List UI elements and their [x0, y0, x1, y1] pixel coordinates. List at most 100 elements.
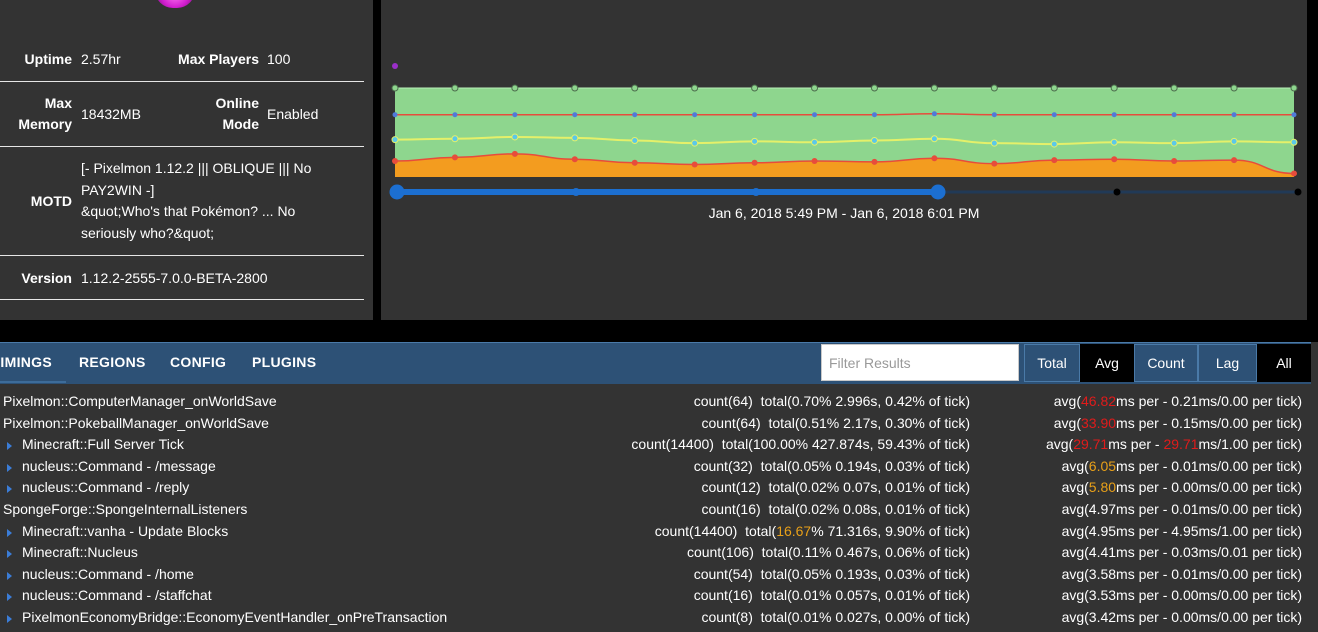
data-point	[391, 136, 399, 144]
data-point	[930, 84, 938, 92]
data-point	[991, 160, 998, 167]
motd-label: MOTD	[30, 193, 72, 209]
mode-lag-button[interactable]: Lag	[1198, 344, 1257, 382]
data-point	[1231, 112, 1237, 118]
timing-count: count(64)	[701, 414, 761, 431]
timing-total-percent: 0.01%	[791, 609, 832, 625]
timing-avg-rest: ms per - 4.95ms/1.00 per tick)	[1116, 522, 1302, 539]
max-memory-value: 18432MB	[81, 106, 141, 122]
filter-results-input[interactable]	[821, 344, 1019, 381]
max-memory-label-line-2: Memory	[18, 116, 72, 132]
timing-count: count(12)	[701, 479, 761, 496]
tab-plugins[interactable]: PLUGINS	[252, 354, 317, 370]
timing-count-total: count(64) total(0.70% 2.996s, 0.42% of t…	[694, 393, 970, 409]
mode-count-button[interactable]: Count	[1134, 344, 1198, 382]
uptime-label: Uptime	[24, 51, 72, 67]
data-point	[631, 159, 638, 166]
timing-avg-rest: ms per - 0.00ms/0.00 per tick)	[1116, 479, 1302, 496]
timings-toolbar: TIMINGS REGIONS CONFIG PLUGINS Total Avg…	[0, 342, 1311, 384]
timing-name: Minecraft::Full Server Tick	[22, 436, 184, 453]
tab-regions[interactable]: REGIONS	[79, 354, 146, 370]
expand-arrow-icon[interactable]	[7, 528, 12, 537]
range-slider-tick	[1294, 188, 1302, 196]
mode-all-button[interactable]: All	[1257, 344, 1311, 382]
data-point	[1230, 84, 1238, 92]
timing-row[interactable]: Minecraft::Full Server Tick count(14400) …	[0, 436, 1318, 457]
timing-total-rest: 0.027s, 0.00% of tick)	[831, 609, 970, 625]
timing-total-prefix: total(	[768, 479, 800, 496]
timing-total-prefix: total(	[760, 393, 792, 409]
section-divider	[0, 320, 1318, 342]
tab-timings-label: TIMINGS	[0, 354, 52, 370]
tab-timings[interactable]: TIMINGS	[0, 343, 66, 383]
timing-count-total: count(14400) total(100.00% 427.874s, 59.…	[631, 436, 970, 452]
timing-name: Minecraft::Nucleus	[22, 544, 138, 561]
data-point	[392, 157, 398, 164]
range-slider-tick	[572, 188, 580, 196]
max-players-value: 100	[267, 51, 291, 67]
data-point	[931, 111, 937, 117]
timing-count: count(8)	[701, 609, 753, 625]
data-point	[1230, 137, 1238, 145]
data-point	[1110, 84, 1118, 92]
timing-row[interactable]: nucleus::Command - /home count(54) total(…	[0, 566, 1318, 587]
range-slider-start-handle[interactable]	[389, 184, 405, 200]
expand-arrow-icon[interactable]	[7, 593, 12, 602]
mode-total-button[interactable]: Total	[1024, 344, 1080, 382]
data-point	[691, 161, 698, 168]
timing-count-total: count(32) total(0.05% 0.194s, 0.03% of t…	[694, 458, 970, 474]
data-point	[931, 155, 938, 162]
data-point	[451, 84, 459, 92]
info-row-uptime: Uptime 2.57hr Max Players 100	[0, 37, 364, 82]
tick-chart	[389, 63, 1302, 200]
data-point	[990, 84, 998, 92]
timing-row[interactable]: PixelmonEconomyBridge::EconomyEventHandl…	[0, 609, 1318, 630]
expand-arrow-icon[interactable]	[7, 550, 12, 559]
motd-line-3: &quot;Who's that Pokémon? ... No	[81, 203, 296, 219]
timing-total-percent: 0.51%	[799, 414, 840, 431]
timing-count: count(16)	[701, 501, 761, 517]
series-count-line	[394, 135, 1295, 146]
timing-count-total: count(54) total(0.05% 0.193s, 0.03% of t…	[694, 566, 970, 582]
mode-avg-button[interactable]: Avg	[1080, 344, 1134, 382]
timing-row[interactable]: Minecraft::vanha - Update Blocks count(14…	[0, 523, 1318, 544]
timing-row[interactable]: nucleus::Command - /message count(32) tot…	[0, 458, 1318, 479]
timing-avg: avg(33.90ms per - 0.15ms/0.00 per tick)	[1054, 415, 1302, 431]
max-memory-label-line-1: Max	[44, 95, 72, 111]
timing-avg-value: 4.97	[1088, 501, 1117, 517]
info-row-memory: Max Memory 18432MB Online Mode Enabled	[0, 82, 364, 147]
data-point	[871, 158, 878, 165]
tab-config[interactable]: CONFIG	[170, 354, 227, 370]
timing-avg-prefix: avg(	[1061, 457, 1089, 474]
timing-avg-prefix: avg(	[1061, 522, 1089, 539]
range-slider-end-handle[interactable]	[930, 184, 946, 200]
timing-total-rest: 0.467s, 0.06% of tick)	[831, 544, 970, 561]
timing-row[interactable]: nucleus::Command - /reply count(12) total…	[0, 479, 1318, 500]
data-point	[752, 112, 758, 118]
data-point	[451, 135, 459, 143]
data-point	[811, 84, 819, 92]
data-point	[1170, 84, 1178, 92]
data-point	[1111, 112, 1117, 118]
timing-row[interactable]: Minecraft::Nucleus count(106) total(0.11%…	[0, 544, 1318, 565]
expand-arrow-icon[interactable]	[7, 463, 12, 472]
data-point	[871, 112, 877, 118]
data-point	[1171, 157, 1178, 164]
expand-arrow-icon[interactable]	[7, 485, 12, 494]
timing-avg-rest: ms per - 0.03ms/0.01 per tick)	[1116, 544, 1302, 561]
timing-row[interactable]: nucleus::Command - /staffchat count(16) t…	[0, 587, 1318, 608]
data-point	[1291, 170, 1297, 177]
expand-arrow-icon[interactable]	[7, 571, 12, 580]
data-point	[1290, 84, 1298, 92]
range-slider-tick	[752, 188, 760, 196]
data-point	[870, 137, 878, 145]
expand-arrow-icon[interactable]	[7, 615, 12, 623]
timing-avg-prefix: avg(	[1061, 479, 1089, 496]
motd-line-2: PAY2WIN -]	[81, 181, 155, 198]
timing-total-percent: 0.02%	[799, 479, 840, 496]
online-mode-label-line-2: Mode	[222, 116, 259, 132]
timing-total-prefix: total(	[745, 522, 777, 539]
timing-count-total: count(14400) total(16.67% 71.316s, 9.90%…	[655, 523, 970, 539]
expand-arrow-icon[interactable]	[7, 442, 12, 451]
timing-avg-value: 4.95	[1088, 522, 1117, 539]
